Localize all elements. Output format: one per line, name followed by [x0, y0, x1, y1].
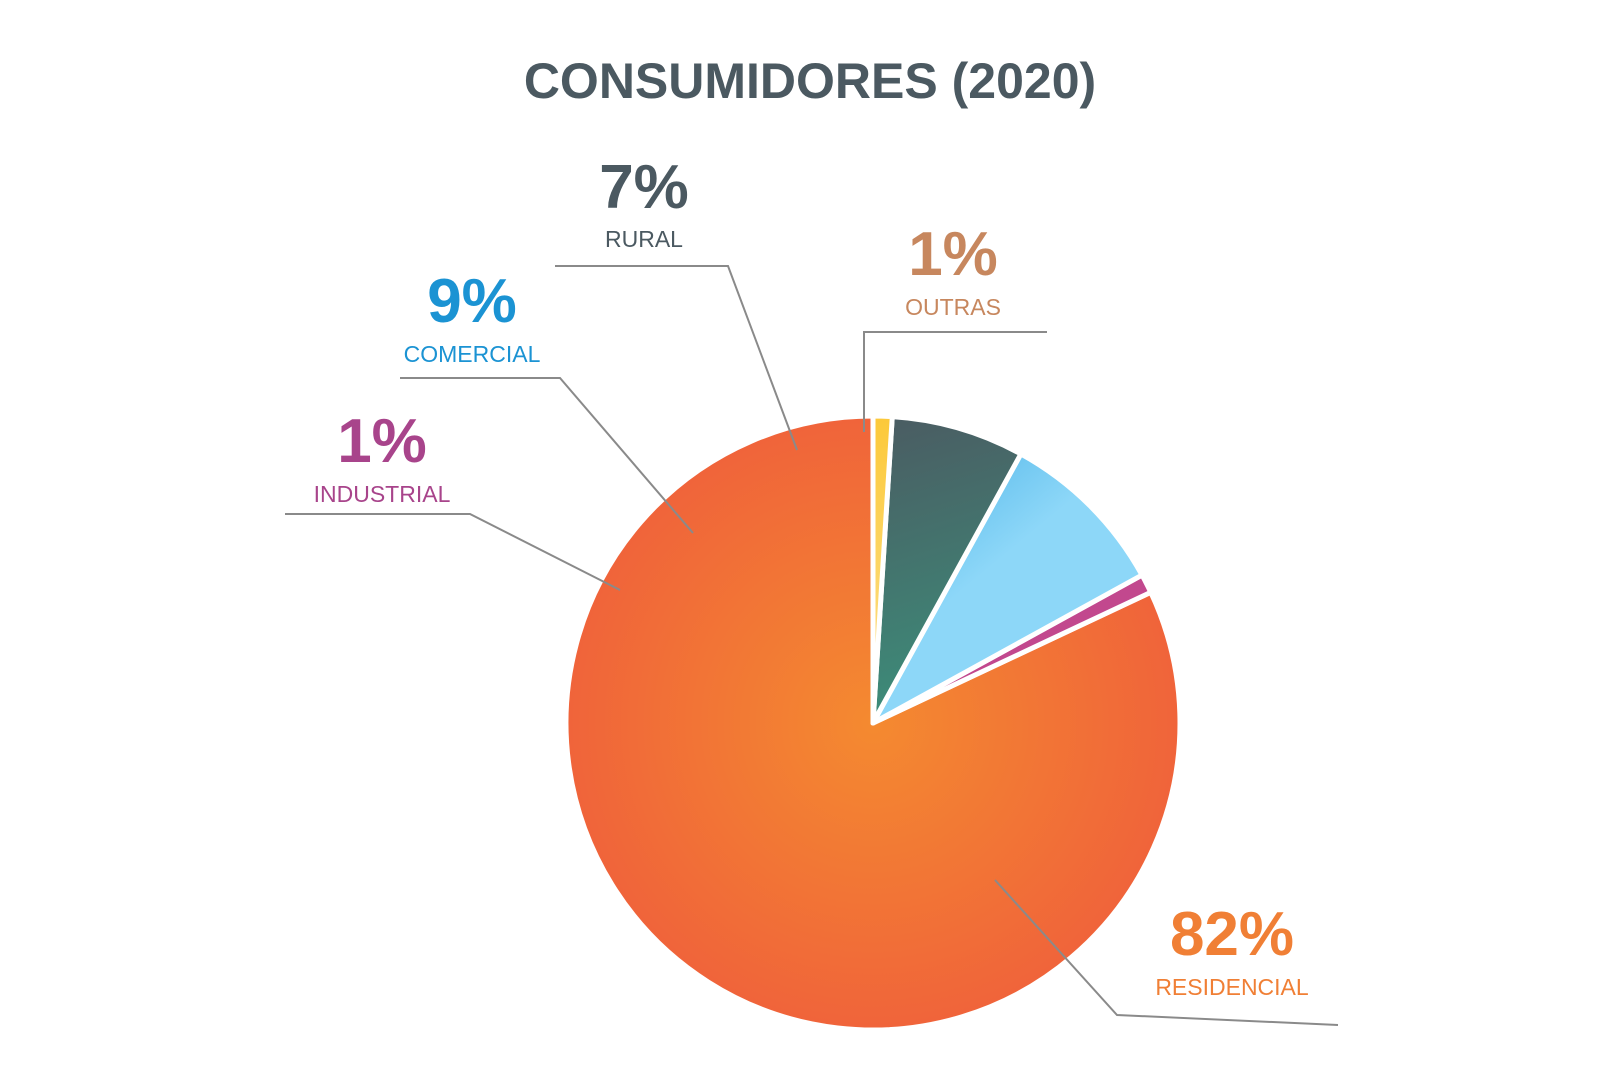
category-label-comercial: COMERCIAL [404, 341, 541, 367]
pct-label-residencial: 82% [1170, 900, 1294, 969]
pie-slice-rural [870, 414, 1024, 726]
pie-slice-comercial [870, 451, 1145, 726]
category-label-residencial: RESIDENCIAL [1155, 974, 1309, 1000]
category-label-rural: RURAL [605, 226, 683, 252]
leader-line-outras [863, 331, 1047, 432]
pie-slices [563, 413, 1183, 1033]
leader-line-comercial [400, 377, 694, 534]
chart-title: CONSUMIDORES (2020) [524, 53, 1096, 109]
pct-label-rural: 7% [599, 153, 689, 222]
leader-line-residencial [994, 879, 1339, 1026]
leader-lines [285, 265, 1339, 1026]
pie-slice-outras [870, 413, 895, 726]
leader-line-industrial [285, 513, 621, 591]
pct-label-outras: 1% [908, 220, 998, 289]
pct-label-comercial: 9% [427, 267, 517, 336]
pct-label-industrial: 1% [337, 407, 427, 476]
category-label-industrial: INDUSTRIAL [314, 481, 451, 507]
leader-line-rural [555, 265, 798, 451]
category-label-outras: OUTRAS [905, 294, 1001, 320]
